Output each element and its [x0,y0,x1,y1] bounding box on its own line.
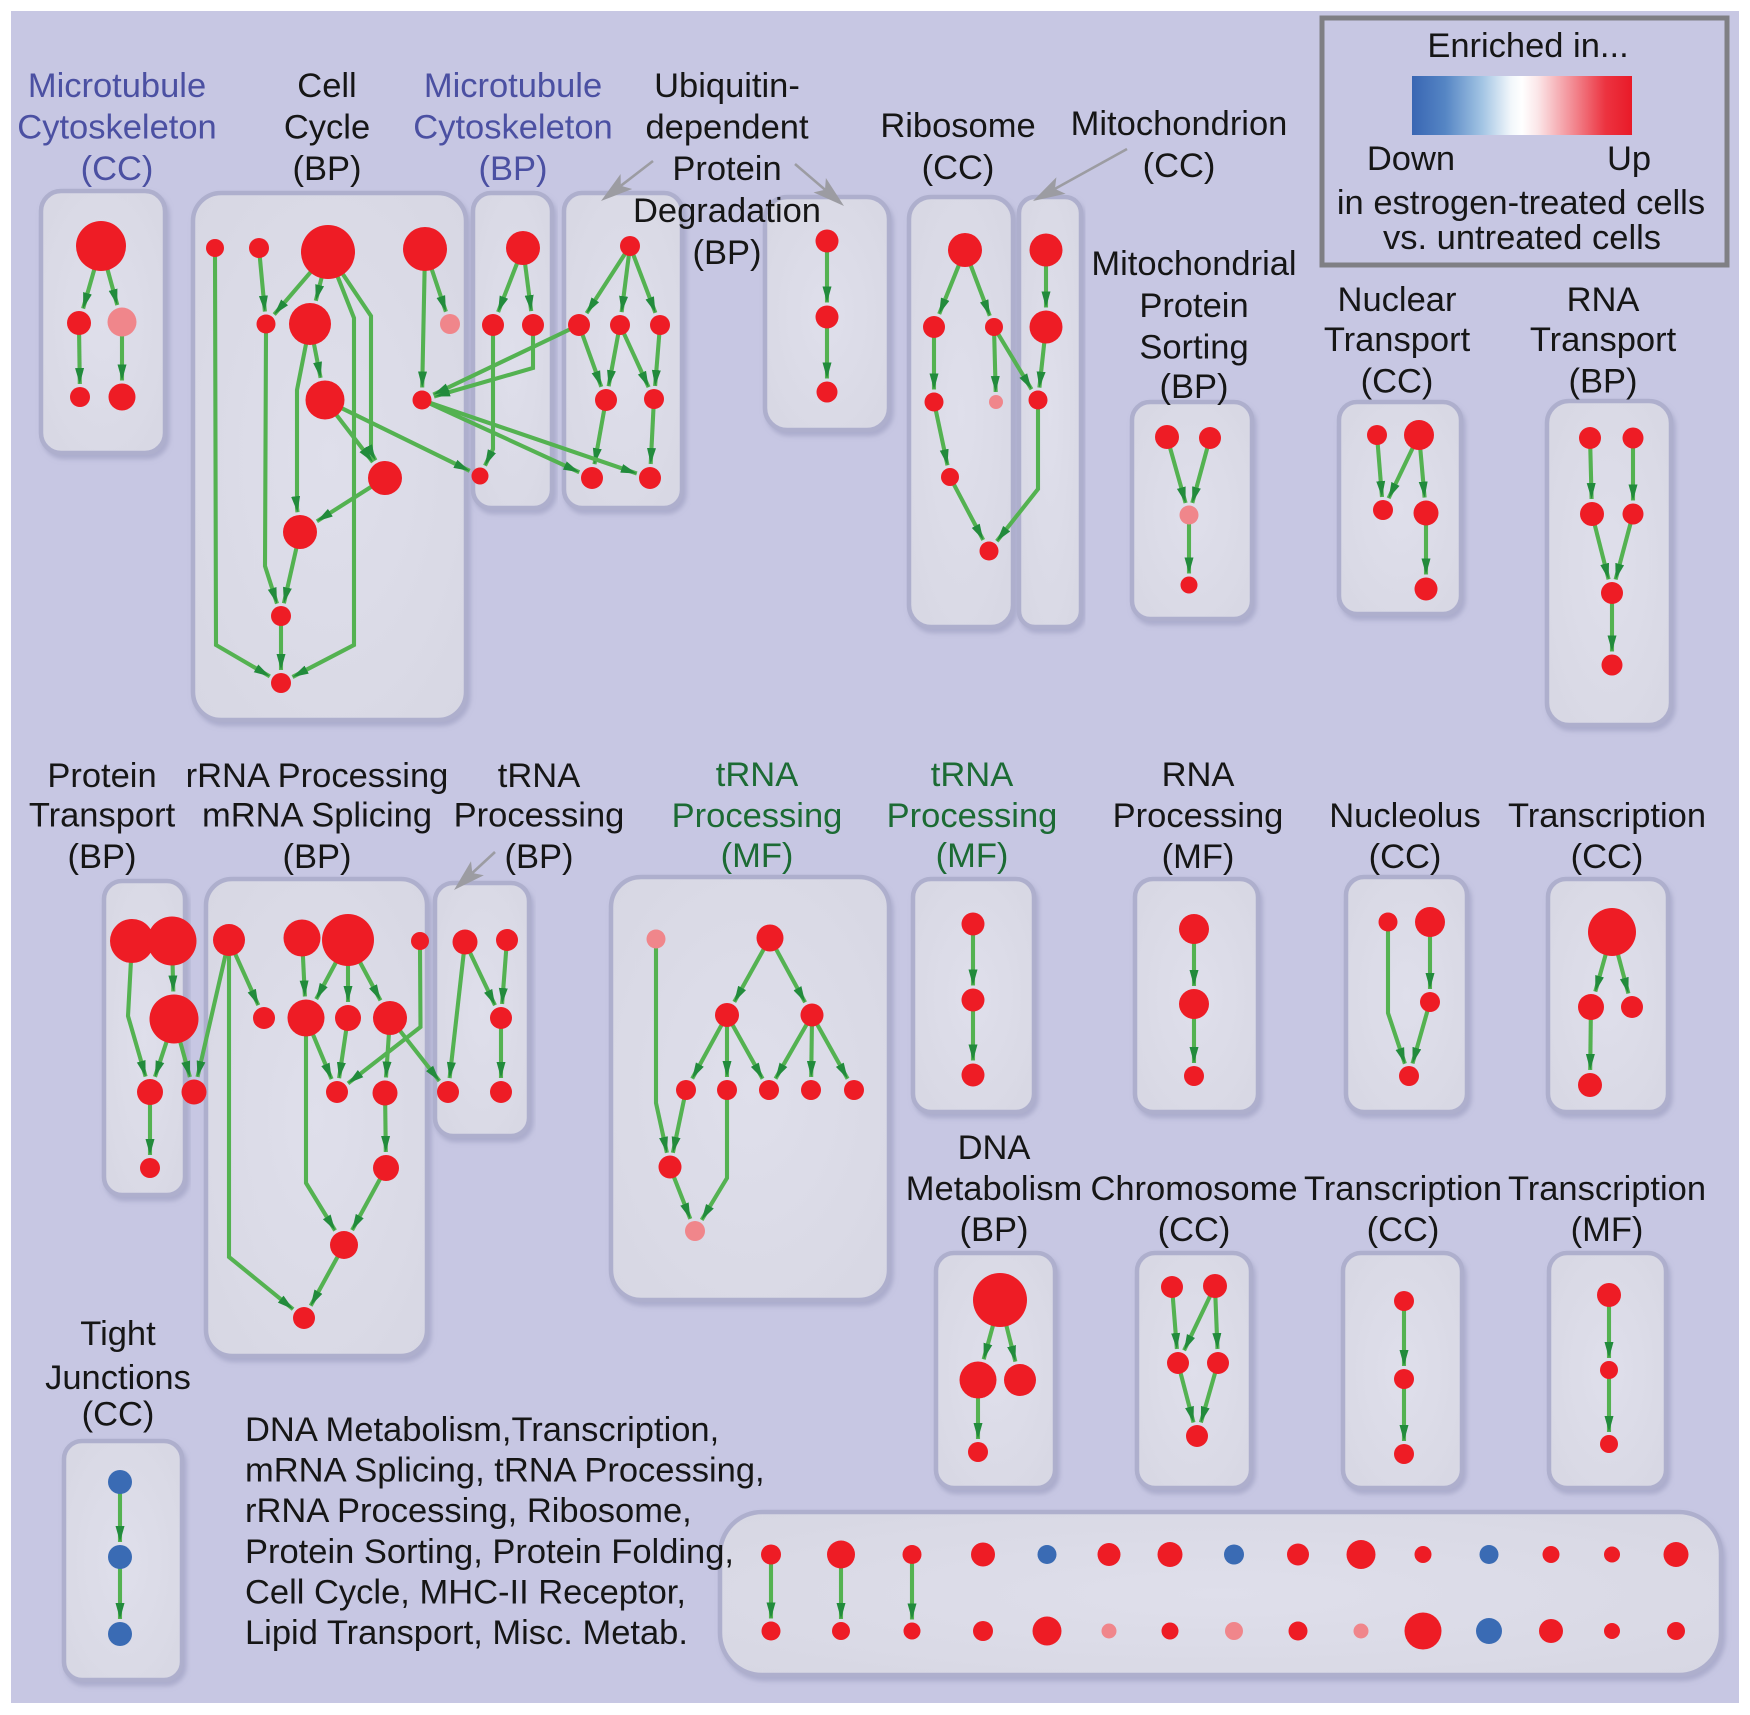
svg-text:Protein: Protein [47,757,156,795]
svg-text:(CC): (CC) [1369,838,1442,876]
svg-text:DNA Metabolism,Transcription,: DNA Metabolism,Transcription, [245,1411,719,1449]
svg-text:Transport: Transport [29,797,176,835]
svg-text:Transcription: Transcription [1304,1170,1502,1208]
svg-text:Transport: Transport [1530,321,1677,359]
svg-text:Processing: Processing [672,797,843,835]
svg-text:Microtubule: Microtubule [424,67,602,105]
svg-text:tRNA: tRNA [931,756,1013,794]
svg-text:Cell: Cell [297,67,356,105]
svg-text:Up: Up [1607,140,1651,178]
svg-text:(MF): (MF) [936,837,1009,875]
svg-text:(BP): (BP) [960,1211,1029,1249]
svg-text:DNA: DNA [958,1129,1031,1167]
svg-text:Nucleolus: Nucleolus [1329,797,1481,835]
svg-text:Cytoskeleton: Cytoskeleton [17,109,216,147]
svg-text:(CC): (CC) [81,150,154,188]
svg-text:RNA: RNA [1567,281,1640,319]
svg-text:Transcription: Transcription [1508,797,1706,835]
svg-text:rRNA Processing: rRNA Processing [186,757,449,795]
svg-text:Cycle: Cycle [284,109,370,147]
svg-text:(BP): (BP) [68,838,137,876]
svg-text:(BP): (BP) [479,150,548,188]
svg-text:Sorting: Sorting [1139,329,1248,367]
svg-text:(BP): (BP) [505,838,574,876]
svg-text:in estrogen-treated cells: in estrogen-treated cells [1337,184,1705,222]
svg-text:Cytoskeleton: Cytoskeleton [413,109,612,147]
svg-text:Protein: Protein [672,150,781,188]
svg-text:Metabolism: Metabolism [906,1170,1082,1208]
svg-text:(BP): (BP) [693,234,762,272]
svg-text:vs. untreated cells: vs. untreated cells [1383,219,1661,257]
svg-text:(BP): (BP) [283,838,352,876]
svg-text:Microtubule: Microtubule [28,67,206,105]
svg-text:(BP): (BP) [1160,368,1229,406]
svg-text:Transport: Transport [1324,321,1471,359]
svg-text:tRNA: tRNA [716,756,798,794]
svg-text:Protein: Protein [1139,287,1248,325]
svg-text:Chromosome: Chromosome [1090,1170,1297,1208]
svg-text:Ribosome: Ribosome [880,107,1035,145]
svg-text:(MF): (MF) [1571,1211,1644,1249]
svg-text:Processing: Processing [454,797,625,835]
svg-text:(CC): (CC) [1143,147,1216,185]
svg-text:Enriched in...: Enriched in... [1427,27,1628,65]
svg-text:Cell Cycle, MHC-II Receptor,: Cell Cycle, MHC-II Receptor, [245,1573,686,1611]
svg-text:Processing: Processing [1113,797,1284,835]
svg-text:Mitochondrion: Mitochondrion [1071,105,1288,143]
svg-text:mRNA Splicing, tRNA Processing: mRNA Splicing, tRNA Processing, [245,1452,765,1490]
svg-text:(BP): (BP) [1569,363,1638,401]
svg-text:(CC): (CC) [1367,1211,1440,1249]
svg-text:Degradation: Degradation [633,192,821,230]
svg-text:mRNA Splicing: mRNA Splicing [202,797,432,835]
svg-text:(MF): (MF) [721,837,794,875]
svg-text:(CC): (CC) [1361,363,1434,401]
svg-text:dependent: dependent [645,109,808,147]
svg-text:(MF): (MF) [1162,838,1235,876]
svg-text:RNA: RNA [1162,756,1235,794]
svg-text:Mitochondrial: Mitochondrial [1091,245,1296,283]
svg-text:(CC): (CC) [1158,1211,1231,1249]
svg-text:Junctions: Junctions [45,1359,191,1397]
svg-text:Processing: Processing [887,797,1058,835]
svg-text:(CC): (CC) [1571,838,1644,876]
svg-text:Tight: Tight [80,1315,156,1353]
svg-text:Ubiquitin-: Ubiquitin- [654,67,800,105]
svg-text:(CC): (CC) [82,1396,155,1434]
svg-text:(BP): (BP) [293,150,362,188]
svg-text:Transcription: Transcription [1508,1170,1706,1208]
svg-text:tRNA: tRNA [498,757,580,795]
svg-text:Down: Down [1367,140,1455,178]
svg-text:(CC): (CC) [922,149,995,187]
svg-text:Protein Sorting, Protein Foldi: Protein Sorting, Protein Folding, [245,1533,734,1571]
svg-text:Nuclear: Nuclear [1338,281,1457,319]
svg-text:Lipid Transport, Misc. Metab.: Lipid Transport, Misc. Metab. [245,1614,688,1652]
svg-text:rRNA Processing, Ribosome,: rRNA Processing, Ribosome, [245,1492,692,1530]
